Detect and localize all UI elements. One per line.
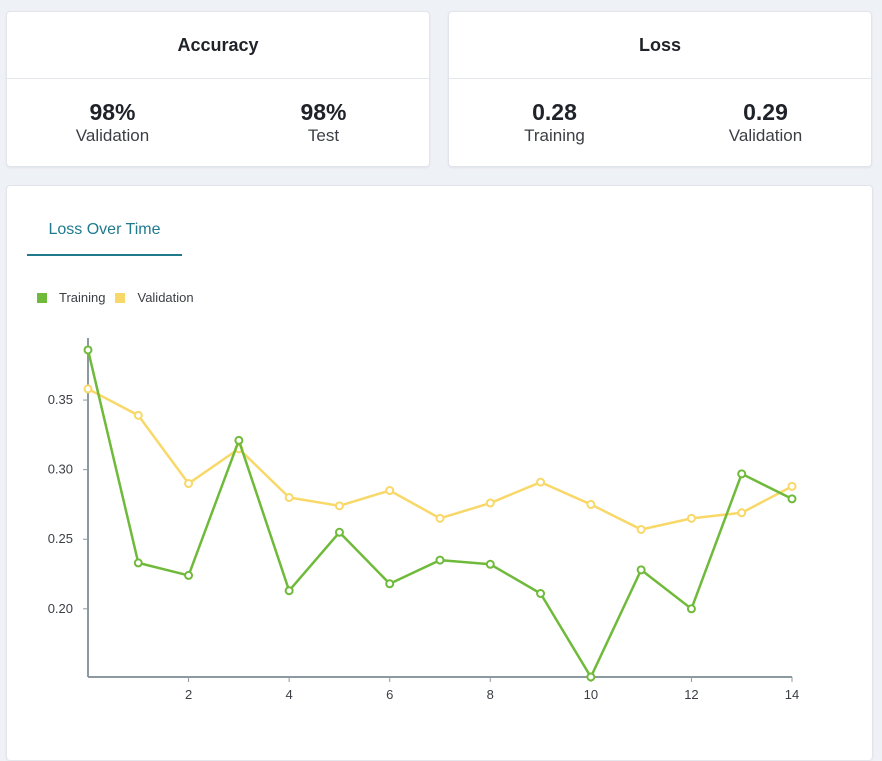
data-point-training bbox=[385, 579, 395, 589]
data-point-training bbox=[435, 555, 445, 565]
legend-label-validation: Validation bbox=[137, 290, 194, 305]
metric-value: 0.28 bbox=[532, 99, 577, 125]
data-point-validation bbox=[636, 524, 646, 534]
data-point-validation bbox=[184, 479, 194, 489]
data-point-training bbox=[234, 435, 244, 445]
legend-swatch-training bbox=[37, 292, 47, 303]
x-tick-label: 8 bbox=[487, 687, 494, 702]
data-point-training bbox=[334, 527, 344, 537]
tab-loss-over-time[interactable]: Loss Over Time bbox=[27, 206, 182, 256]
data-point-training bbox=[686, 604, 696, 614]
chart-card: Loss Over Time Training Validation 0.20 0… bbox=[6, 185, 873, 760]
data-point-validation bbox=[435, 513, 445, 523]
data-point-validation bbox=[133, 410, 143, 420]
data-point-validation bbox=[737, 508, 747, 518]
data-point-validation bbox=[385, 486, 395, 496]
accuracy-validation-metric: 98% Validation bbox=[7, 79, 218, 168]
y-tick-label: 0.30 bbox=[48, 462, 73, 477]
data-point-validation bbox=[485, 498, 495, 508]
x-tick-label: 2 bbox=[185, 687, 192, 702]
series-line-validation bbox=[87, 387, 793, 531]
accuracy-test-metric: 98% Test bbox=[218, 79, 429, 168]
y-tick-label: 0.35 bbox=[48, 392, 73, 407]
loss-line-chart: 0.20 0.25 0.30 0.35 2 4 6 8 10 12 14 bbox=[48, 338, 799, 702]
data-point-training bbox=[586, 672, 596, 682]
accuracy-card: Accuracy 98% Validation 98% Test bbox=[6, 11, 430, 167]
data-point-training bbox=[184, 570, 194, 580]
data-point-validation bbox=[686, 513, 696, 523]
x-tick-label: 12 bbox=[684, 687, 698, 702]
accuracy-title: Accuracy bbox=[7, 12, 429, 79]
data-point-training bbox=[284, 586, 294, 596]
data-point-training bbox=[636, 565, 646, 575]
data-point-training bbox=[737, 469, 747, 479]
data-point-training bbox=[787, 494, 797, 504]
loss-training-metric: 0.28 Training bbox=[449, 79, 660, 168]
legend-item-training[interactable]: Training bbox=[37, 290, 105, 305]
loss-validation-metric: 0.29 Validation bbox=[660, 79, 871, 168]
data-point-training bbox=[133, 558, 143, 568]
data-point-training bbox=[485, 559, 495, 569]
loss-card: Loss 0.28 Training 0.29 Validation bbox=[448, 11, 872, 167]
data-point-training bbox=[83, 345, 93, 355]
legend-swatch-validation bbox=[115, 292, 126, 303]
data-point-validation bbox=[83, 384, 93, 394]
metric-value: 98% bbox=[300, 99, 347, 125]
metric-value: 0.29 bbox=[743, 99, 788, 125]
x-tick-label: 6 bbox=[386, 687, 393, 702]
chart-legend: Training Validation bbox=[37, 290, 204, 305]
series-line-training bbox=[86, 349, 793, 679]
legend-item-validation[interactable]: Validation bbox=[115, 290, 194, 305]
x-tick-label: 14 bbox=[785, 687, 799, 702]
metric-label: Training bbox=[524, 126, 585, 145]
data-point-validation bbox=[284, 492, 294, 502]
data-point-validation bbox=[536, 477, 546, 487]
data-point-validation bbox=[787, 481, 797, 491]
data-point-validation bbox=[334, 501, 344, 511]
metric-label: Validation bbox=[75, 126, 150, 145]
x-tick-label: 10 bbox=[584, 687, 598, 702]
data-point-validation bbox=[586, 499, 596, 509]
loss-title: Loss bbox=[449, 12, 871, 79]
y-tick-label: 0.20 bbox=[48, 601, 73, 616]
metric-label: Test bbox=[307, 126, 340, 145]
data-point-training bbox=[536, 589, 546, 598]
metric-label: Validation bbox=[728, 126, 803, 145]
y-tick-label: 0.25 bbox=[48, 531, 73, 546]
legend-label-training: Training bbox=[59, 290, 106, 305]
metric-value: 98% bbox=[89, 99, 136, 125]
x-tick-label: 4 bbox=[286, 687, 293, 702]
